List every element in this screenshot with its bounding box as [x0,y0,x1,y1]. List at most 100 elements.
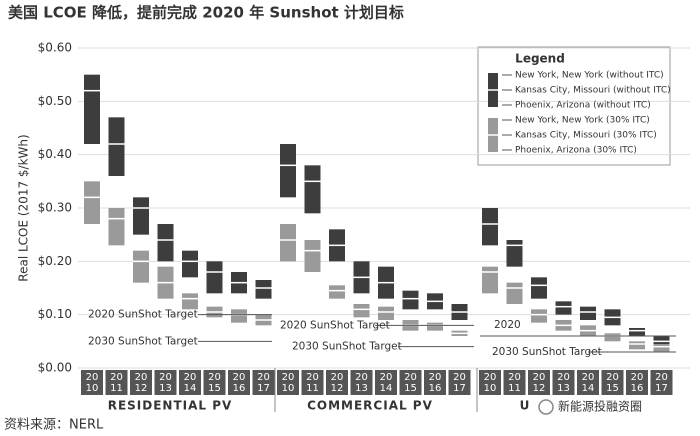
year-box [503,370,526,395]
year-box [228,370,250,395]
x-tick-label: 15 [208,383,221,394]
x-tick-label: 10 [484,383,497,394]
x-tick-label: 20 [533,372,546,383]
year-box [301,370,324,395]
range-box [255,280,272,299]
range-box [482,208,498,246]
year-box [577,370,599,395]
legend-box [477,46,671,166]
range-box [133,250,149,283]
x-tick-label: 20 [404,372,417,383]
x-tick-label: 11 [508,383,521,394]
x-tick-label: 20 [184,372,197,383]
range-box [427,322,443,331]
year-box [81,370,103,395]
target-label: 2030 SunShot Target [492,346,602,358]
watermark-icon [538,399,554,415]
x-tick-label: 12 [533,383,546,394]
x-tick-label: 10 [282,383,295,394]
x-tick-label: 14 [582,383,595,394]
year-box [350,370,373,395]
target-label: 2020 [494,319,521,331]
x-tick-label: 20 [380,372,393,383]
x-tick-label: 20 [355,372,368,383]
year-box [424,370,446,395]
y-tick-label: $0.30 [38,201,72,215]
legend-title: Legend [515,52,565,66]
x-tick-label: 20 [606,372,619,383]
range-box [133,197,149,235]
year-box [203,370,226,395]
range-box [580,306,596,320]
range-box [531,309,547,323]
range-box [402,290,419,310]
year-box [601,370,624,395]
x-tick-label: 20 [655,372,668,383]
year-box [528,370,550,395]
range-box [604,333,621,342]
x-tick-label: 20 [135,372,148,383]
range-box [353,304,370,318]
range-box [378,306,394,320]
x-tick-label: 12 [331,383,344,394]
x-tick-label: 20 [429,372,442,383]
target-label: 2020 SunShot Target [88,309,198,321]
y-tick-label: $0.40 [38,147,72,161]
legend-label: Kansas City, Missouri (without ITC) [515,86,671,96]
y-tick-label: $0.50 [38,94,72,108]
x-tick-label: 13 [159,383,172,394]
x-tick-label: 15 [404,383,417,394]
target-label: 2020 SunShot Target [280,319,390,331]
group-label: U [520,399,531,413]
legend-label: Phoenix, Arizona (without ITC) [515,101,651,111]
x-tick-label: 16 [429,383,442,394]
x-tick-label: 20 [557,372,570,383]
range-box [506,282,523,304]
range-box [555,301,572,315]
year-box [375,370,397,395]
x-tick-label: 20 [484,372,497,383]
year-box [448,370,471,395]
year-box [154,370,177,395]
x-tick-label: 20 [159,372,172,383]
x-tick-label: 20 [582,372,595,383]
x-tick-label: 20 [282,372,295,383]
y-tick-label: $0.10 [38,307,72,321]
x-tick-label: 17 [257,383,270,394]
x-tick-label: 20 [631,372,644,383]
y-tick-label: $0.20 [38,254,72,268]
target-label: 2030 SunShot Target [88,335,198,347]
x-tick-label: 20 [453,372,466,383]
year-box [552,370,575,395]
x-tick-label: 12 [135,383,148,394]
range-box [280,144,296,198]
year-box [179,370,201,395]
x-tick-label: 14 [380,383,393,394]
range-box [108,117,125,176]
range-box [157,224,174,262]
x-tick-label: 17 [453,383,466,394]
x-tick-label: 20 [306,372,319,383]
x-tick-label: 16 [631,383,644,394]
range-box [531,277,547,299]
watermark: 新能源投融资圈 [558,399,642,414]
x-tick-label: 11 [306,383,319,394]
legend-label: New York, New York (30% ITC) [515,116,650,126]
year-box [252,370,275,395]
range-box [206,261,223,294]
legend-label: Phoenix, Arizona (30% ITC) [515,146,637,156]
range-box [629,328,645,336]
legend-label: Kansas City, Missouri (30% ITC) [515,131,657,141]
x-tick-label: 16 [233,383,246,394]
x-tick-label: 17 [655,383,668,394]
range-box [506,240,523,267]
x-tick-label: 15 [606,383,619,394]
range-box [84,74,100,144]
group-label: COMMERCIAL PV [307,399,433,413]
range-box [280,224,296,262]
x-tick-label: 20 [110,372,123,383]
y-tick-label: $0.60 [38,41,72,55]
year-box [650,370,673,395]
chart-title: 美国 LCOE 降低，提前完成 2020 年 Sunshot 计划目标 [8,4,404,22]
